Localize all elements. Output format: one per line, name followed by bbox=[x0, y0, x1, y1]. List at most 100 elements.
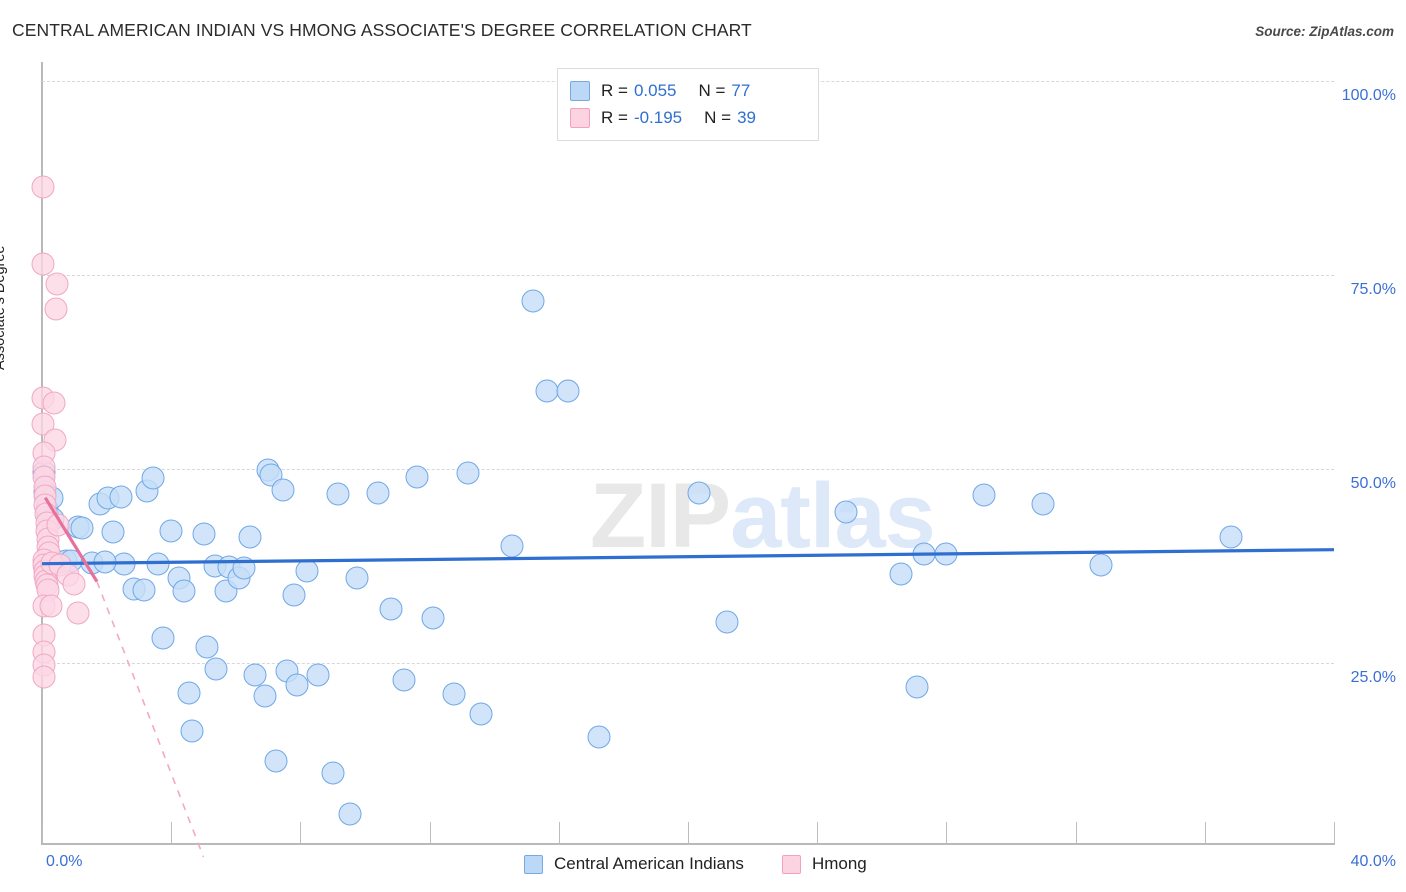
data-point bbox=[306, 663, 330, 687]
data-point bbox=[66, 601, 90, 625]
y-tick-label-75: 75.0% bbox=[1350, 281, 1396, 298]
data-point bbox=[264, 749, 288, 773]
data-point bbox=[141, 466, 165, 490]
data-point bbox=[31, 175, 55, 199]
x-tick-28 bbox=[946, 822, 948, 843]
data-point bbox=[366, 481, 390, 505]
x-tick-32 bbox=[1075, 822, 1077, 843]
data-point bbox=[151, 626, 175, 650]
data-point bbox=[834, 500, 858, 524]
legend-swatch-central-american-indians-icon bbox=[524, 854, 543, 874]
data-point bbox=[177, 681, 201, 705]
gridline-50 bbox=[42, 469, 1334, 470]
data-point bbox=[1219, 525, 1243, 549]
data-point bbox=[204, 657, 228, 681]
data-point bbox=[1089, 553, 1113, 577]
n-value-blue: 77 bbox=[731, 80, 751, 100]
data-point bbox=[253, 684, 277, 708]
x-axis-min-label: 0.0% bbox=[46, 853, 83, 870]
gridline-25 bbox=[42, 663, 1334, 664]
data-point bbox=[687, 481, 711, 505]
data-point bbox=[556, 379, 580, 403]
x-tick-8 bbox=[300, 822, 302, 843]
data-point bbox=[321, 761, 345, 785]
y-tick-label-50: 50.0% bbox=[1350, 475, 1396, 492]
data-point bbox=[889, 562, 913, 586]
y-tick-label-100: 100.0% bbox=[1341, 87, 1396, 104]
watermark-zip: ZIP bbox=[590, 465, 731, 567]
watermark-atlas: atlas bbox=[730, 465, 936, 567]
data-point bbox=[195, 635, 219, 659]
data-point bbox=[46, 513, 70, 537]
data-point bbox=[405, 465, 429, 489]
data-point bbox=[469, 702, 493, 726]
data-point bbox=[295, 559, 319, 583]
data-point bbox=[32, 665, 56, 689]
data-point bbox=[934, 542, 958, 566]
n-label: N = bbox=[704, 107, 732, 127]
series-legend: Central American Indians Hmong bbox=[524, 851, 905, 877]
data-point bbox=[70, 516, 94, 540]
data-point bbox=[243, 663, 267, 687]
data-point bbox=[421, 606, 445, 630]
data-point bbox=[285, 673, 309, 697]
data-point bbox=[282, 583, 306, 607]
data-point bbox=[62, 572, 86, 596]
data-point bbox=[326, 482, 350, 506]
data-point bbox=[39, 594, 63, 618]
n-value-pink: 39 bbox=[737, 107, 756, 127]
data-point bbox=[715, 610, 739, 634]
legend-swatch-pink-icon bbox=[570, 107, 590, 128]
data-point bbox=[587, 725, 611, 749]
x-tick-40 bbox=[1334, 822, 1335, 843]
data-point bbox=[172, 579, 196, 603]
data-point bbox=[31, 252, 55, 276]
r-label: R = bbox=[601, 107, 628, 127]
y-axis-title: Associate's Degree bbox=[0, 245, 8, 370]
r-value-pink: -0.195 bbox=[633, 107, 683, 127]
data-point bbox=[45, 272, 69, 296]
data-point bbox=[238, 525, 262, 549]
data-point bbox=[456, 461, 480, 485]
data-point bbox=[379, 597, 403, 621]
legend-label-central-american-indians: Central American Indians bbox=[554, 854, 744, 873]
y-tick-label-25: 25.0% bbox=[1350, 669, 1396, 686]
data-point bbox=[44, 297, 68, 321]
legend-item-central-american-indians[interactable]: Central American Indians bbox=[524, 854, 744, 874]
data-point bbox=[93, 550, 117, 574]
x-tick-12 bbox=[429, 822, 431, 843]
data-point bbox=[912, 542, 936, 566]
data-point bbox=[905, 675, 929, 699]
trendline-hmong-extension bbox=[96, 581, 205, 858]
legend-item-hmong[interactable]: Hmong bbox=[781, 854, 867, 874]
stats-row-hmong: R = -0.195 N = 39 bbox=[570, 104, 806, 131]
legend-label-hmong: Hmong bbox=[811, 854, 867, 873]
r-label: R = bbox=[601, 80, 628, 100]
data-point bbox=[180, 719, 204, 743]
data-point bbox=[192, 522, 215, 546]
data-point bbox=[1031, 492, 1055, 516]
x-axis-max-label: 40.0% bbox=[1350, 853, 1396, 870]
x-tick-36 bbox=[1204, 822, 1206, 843]
data-point bbox=[345, 566, 369, 590]
data-point bbox=[338, 802, 362, 826]
legend-swatch-blue-icon bbox=[570, 80, 590, 101]
page-title: CENTRAL AMERICAN INDIAN VS HMONG ASSOCIA… bbox=[12, 20, 752, 40]
data-point bbox=[972, 483, 996, 507]
stats-row-central-american-indians: R = 0.055 N = 77 bbox=[570, 77, 806, 104]
x-tick-4 bbox=[171, 822, 173, 843]
n-label: N = bbox=[698, 80, 726, 100]
x-tick-20 bbox=[688, 822, 689, 843]
x-tick-24 bbox=[817, 822, 819, 843]
data-point bbox=[442, 682, 466, 706]
x-tick-0 bbox=[42, 822, 43, 843]
source-attribution: Source: ZipAtlas.com bbox=[1255, 24, 1394, 39]
correlation-stats-legend: R = 0.055 N = 77 R = -0.195 N = 39 bbox=[557, 68, 819, 141]
data-point bbox=[109, 485, 133, 509]
data-point bbox=[132, 578, 156, 602]
data-point bbox=[521, 289, 545, 313]
trend-lines bbox=[41, 496, 1335, 858]
data-point bbox=[392, 668, 416, 692]
data-point bbox=[101, 520, 125, 544]
